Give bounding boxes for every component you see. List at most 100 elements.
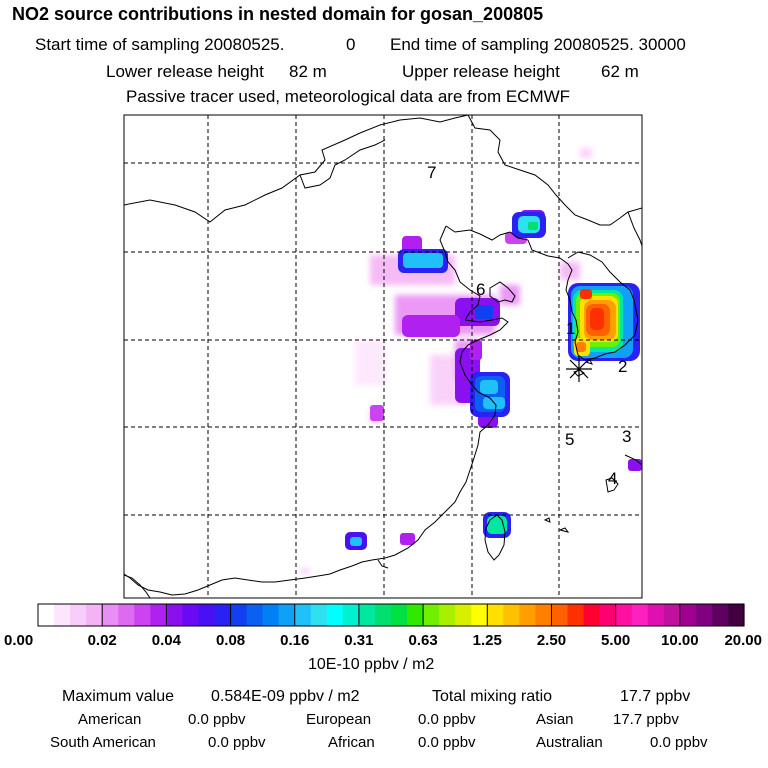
inland-border: [299, 139, 386, 189]
chart-title: NO2 source contributions in nested domai…: [12, 4, 544, 24]
colorbar-swatch: [711, 604, 729, 626]
colorbar-tick-label: 0.02: [88, 632, 117, 649]
region-label-5: 5: [565, 430, 574, 449]
colorbar-swatch: [391, 604, 408, 626]
faint-haze: [300, 148, 592, 574]
colorbar-swatch: [358, 604, 376, 626]
colorbar-swatch: [294, 604, 312, 626]
colorbar-tick-label: 0.08: [216, 632, 245, 649]
coastlines: [124, 115, 642, 598]
colorbar-swatch: [198, 604, 216, 626]
region-label-6: 6: [476, 280, 485, 299]
north-korea-coast: [559, 251, 639, 361]
bohai-west: [439, 225, 481, 321]
colorbar-swatch: [182, 604, 200, 626]
colorbar-swatch: [54, 604, 71, 626]
colorbar-tick-label: 0.16: [280, 632, 309, 649]
colorbar-swatch: [615, 604, 633, 626]
colorbar: [37, 603, 745, 627]
colorbar-swatch: [679, 604, 697, 626]
colorbar-swatch: [166, 604, 184, 626]
colorbar-swatch: [134, 604, 151, 626]
colorbar-swatch: [423, 604, 440, 626]
colorbar-tick-label: 5.00: [601, 632, 630, 649]
colorbar-tick-label: 0.04: [152, 632, 182, 649]
colorbar-swatch: [118, 604, 135, 626]
china-northeast: [467, 115, 642, 226]
colorbar-swatch: [519, 604, 537, 626]
colorbar-swatch: [86, 604, 103, 626]
grid-lines: [124, 115, 642, 598]
tracer-note: Passive tracer used, meteorological data…: [126, 87, 571, 106]
colorbar-swatch: [407, 604, 424, 626]
region-african-value: 0.0 ppbv: [418, 734, 476, 751]
total-mixing-value: 17.7 ppbv: [620, 688, 691, 705]
release-site-star: [566, 356, 592, 382]
region-label-1: 1: [566, 319, 575, 338]
max-value-label: Maximum value: [62, 688, 175, 705]
colorbar-swatch: [487, 604, 504, 626]
region-european-value: 0.0 ppbv: [418, 711, 476, 728]
colorbar-swatch: [230, 604, 248, 626]
colorbar-tick-label: 2.50: [537, 632, 566, 649]
region-south-american-name: South American: [50, 734, 156, 751]
colorbar-swatch: [150, 604, 167, 626]
upper-height-value: 62 m: [601, 62, 639, 81]
region-label-2: 2: [618, 357, 627, 376]
colorbar-swatch: [471, 604, 488, 626]
colorbar-swatch: [38, 604, 55, 626]
colorbar-swatch: [439, 604, 456, 626]
colorbar-swatch: [455, 604, 472, 626]
colorbar-tick-label: 20.00: [724, 632, 762, 649]
colorbar-swatch: [262, 604, 280, 626]
colorbar-swatch: [663, 604, 681, 626]
start-time-hour: 0: [346, 35, 356, 54]
colorbar-swatch: [342, 604, 360, 626]
colorbar-swatch: [727, 604, 745, 626]
colorbar-tick-label: 1.25: [473, 632, 502, 649]
colorbar-swatch: [695, 604, 713, 626]
colorbar-swatch: [246, 604, 264, 626]
colorbar-swatch: [583, 604, 601, 626]
colorbar-unit: 10E-10 ppbv / m2: [308, 656, 435, 673]
hainan-part: [124, 574, 151, 598]
colorbar-tick-label: 0.31: [344, 632, 373, 649]
kyushu: [624, 454, 642, 466]
colorbar-swatch: [326, 604, 344, 626]
lower-height-label: Lower release height: [106, 62, 264, 81]
colorbar-tick-label: 0.00: [4, 632, 33, 649]
region-australian-name: Australian: [536, 734, 603, 751]
colorbar-swatch: [599, 604, 617, 626]
colorbar-swatch: [102, 604, 119, 626]
region-australian-value: 0.0 ppbv: [650, 734, 708, 751]
colorbar-tick-labels: 0.00 0.02 0.04 0.08 0.16 0.31 0.63 1.25 2.50 5.00…: [4, 632, 762, 649]
colorbar-swatch: [70, 604, 87, 626]
region-label-3: 3: [622, 427, 631, 446]
region-south-american-value: 0.0 ppbv: [208, 734, 266, 751]
region-american-value: 0.0 ppbv: [188, 711, 246, 728]
east-china-coast: [124, 361, 497, 596]
china-north-border: [124, 115, 469, 223]
total-mixing-label: Total mixing ratio: [432, 688, 553, 705]
region-asian-name: Asian: [536, 711, 574, 728]
region-african-name: African: [328, 734, 375, 751]
lower-height-value: 82 m: [289, 62, 327, 81]
plume-layer: [124, 115, 642, 598]
colorbar-swatch: [535, 604, 553, 626]
taiwan: [484, 514, 506, 561]
region-american-name: American: [78, 711, 142, 728]
colorbar-swatch: [374, 604, 392, 626]
region-label-7: 7: [427, 163, 436, 182]
region-labels: 1 2 3 4 5 6 7: [427, 163, 631, 488]
colorbar-swatch: [503, 604, 520, 626]
region-european-name: European: [306, 711, 372, 728]
okinawa: [605, 477, 619, 493]
upper-height-label: Upper release height: [402, 62, 560, 81]
region-label-4: 4: [608, 469, 617, 488]
map-frame: [123, 114, 643, 599]
colorbar-tick-label: 10.00: [661, 632, 699, 649]
south-coast-tail: [377, 559, 389, 569]
japan-sea-east: [627, 211, 642, 247]
colorbar-swatch: [567, 604, 585, 626]
